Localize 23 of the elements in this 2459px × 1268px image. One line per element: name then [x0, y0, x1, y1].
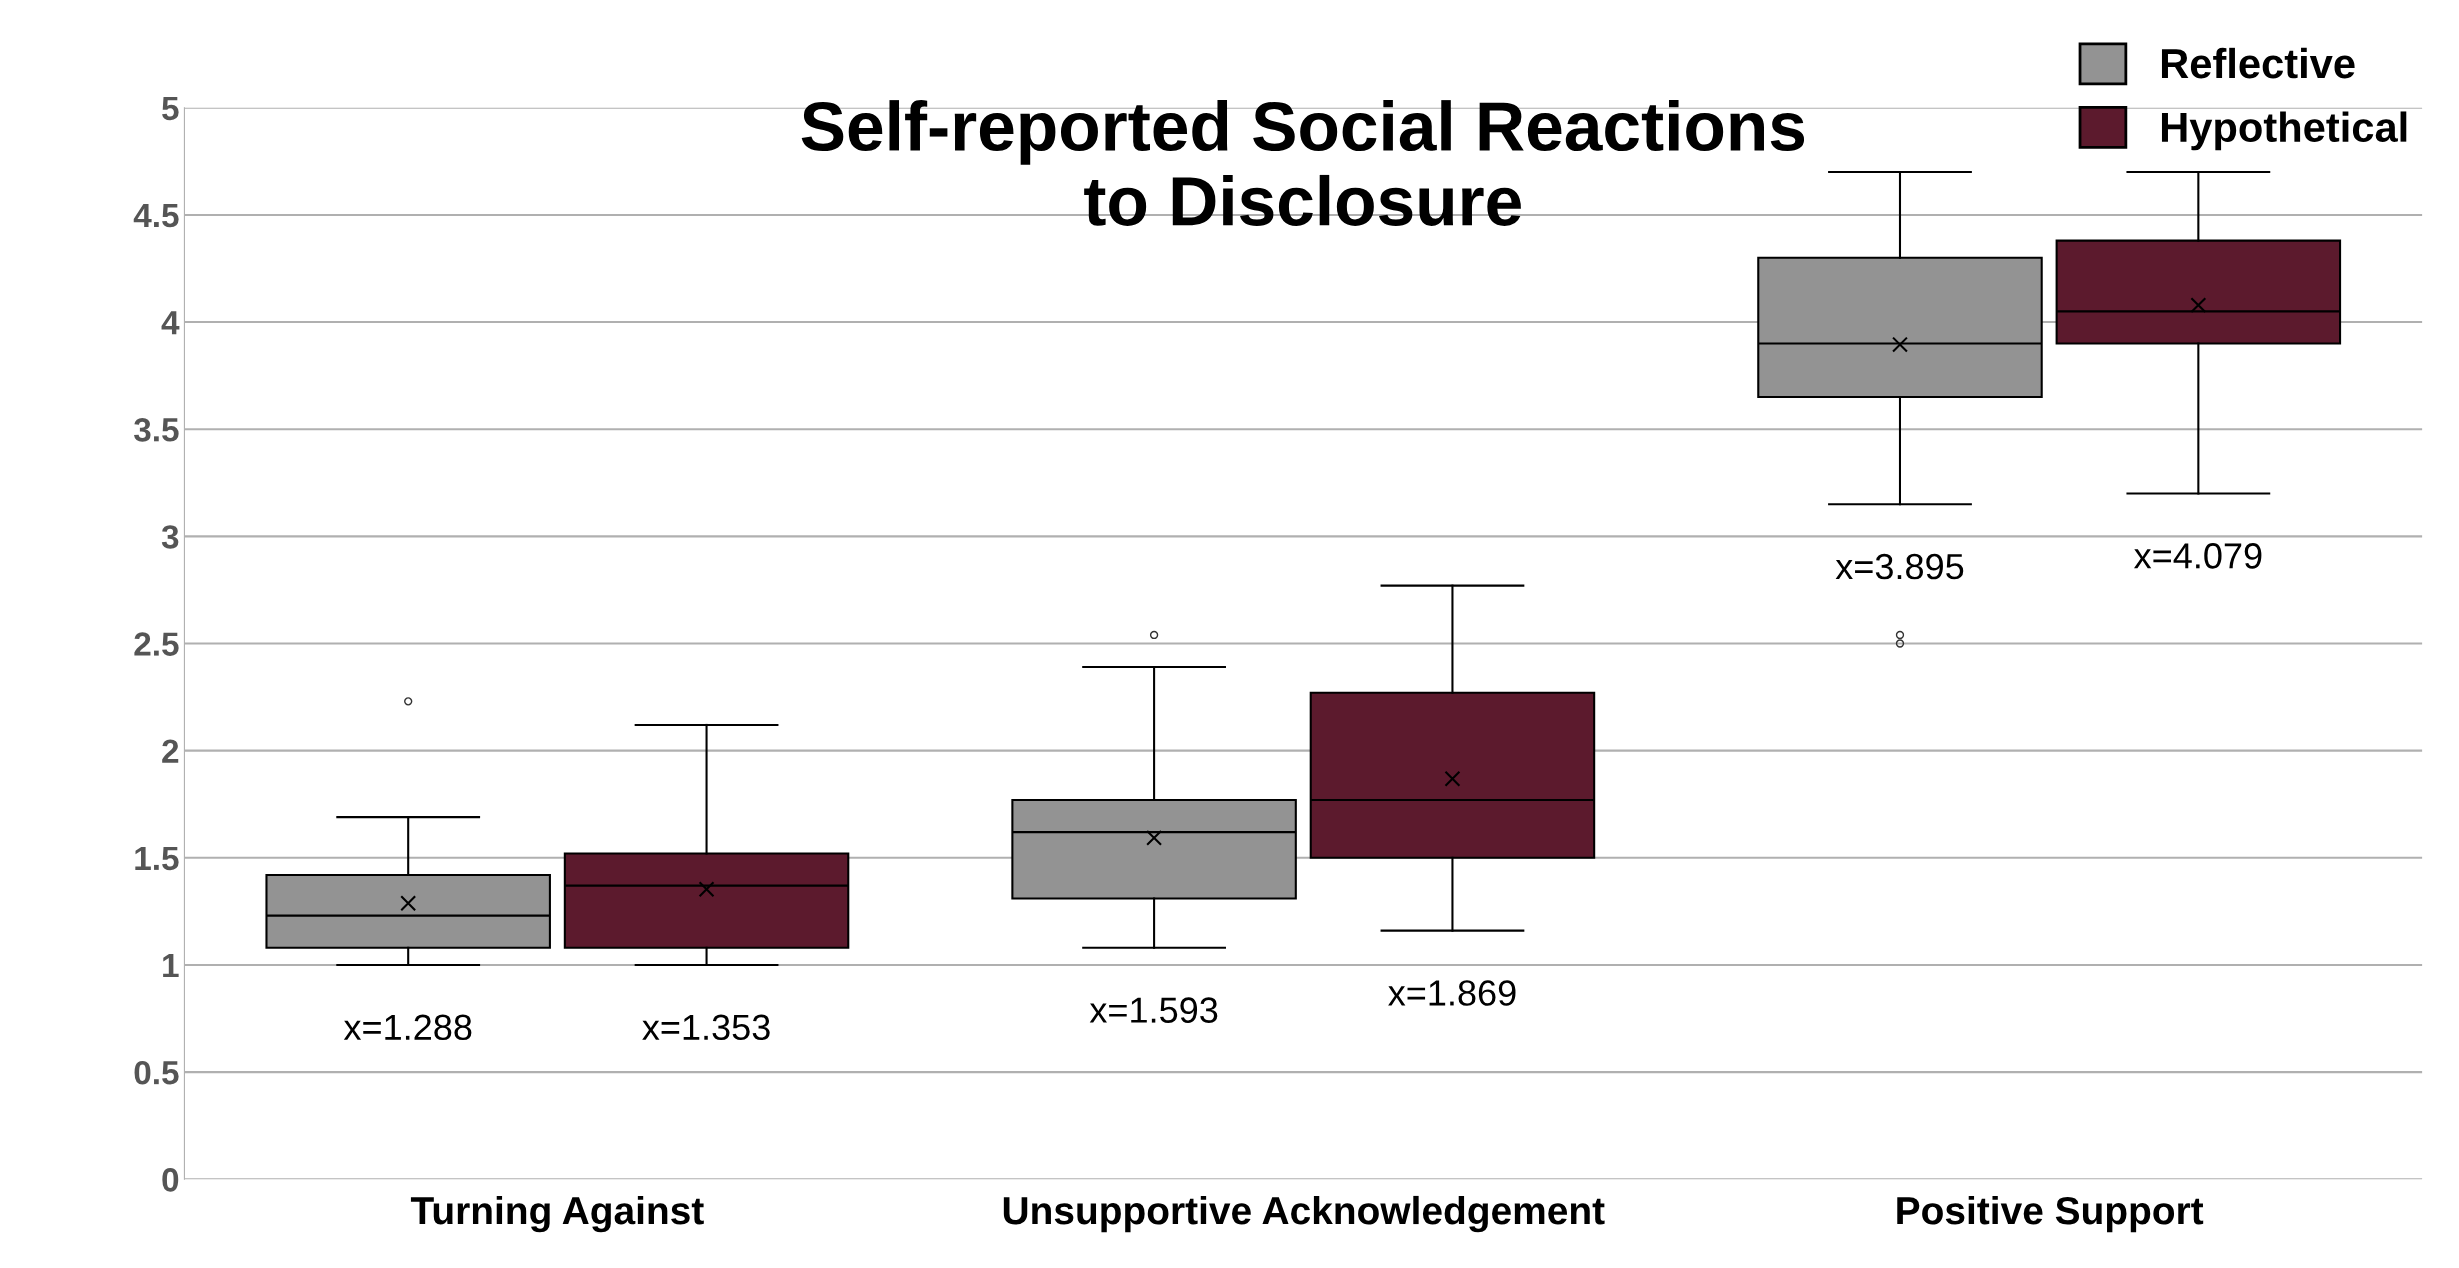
- text: x=4.079: [2134, 543, 2262, 569]
- legend-label: Hypothetical: [2161, 111, 2407, 151]
- y-tick-label: 2.5: [134, 632, 179, 656]
- text: x=1.353: [642, 1014, 770, 1041]
- chart-title: Self-reported Social Reactions to Disclosure: [801, 100, 1805, 226]
- text: x=1.869: [1388, 980, 1516, 1006]
- y-tick-label: 5: [162, 96, 179, 121]
- y-tick-label: 3.5: [134, 418, 179, 442]
- y-tick-label: 0.5: [134, 1060, 179, 1085]
- x-tick-label: Unsupportive Acknowledgement: [1003, 1195, 1605, 1233]
- text: x=1.593: [1089, 997, 1218, 1023]
- y-tick-label: 1: [163, 954, 179, 978]
- x-tick-label: Positive Support: [1897, 1195, 2204, 1233]
- y-tick-label: 4.5: [133, 204, 179, 228]
- legend-label: Reflective: [2161, 47, 2355, 79]
- y-tick-label: 3: [161, 525, 179, 549]
- y-tick-label: 2: [162, 739, 179, 763]
- y-tick-label: 4: [161, 311, 180, 335]
- y-tick-label: 1.5: [135, 846, 179, 871]
- x-tick-label: Turning Against: [410, 1195, 704, 1233]
- text: x=3.895: [1835, 553, 1964, 580]
- text: x=1.288: [343, 1014, 472, 1041]
- y-tick-label: 0: [162, 1168, 179, 1192]
